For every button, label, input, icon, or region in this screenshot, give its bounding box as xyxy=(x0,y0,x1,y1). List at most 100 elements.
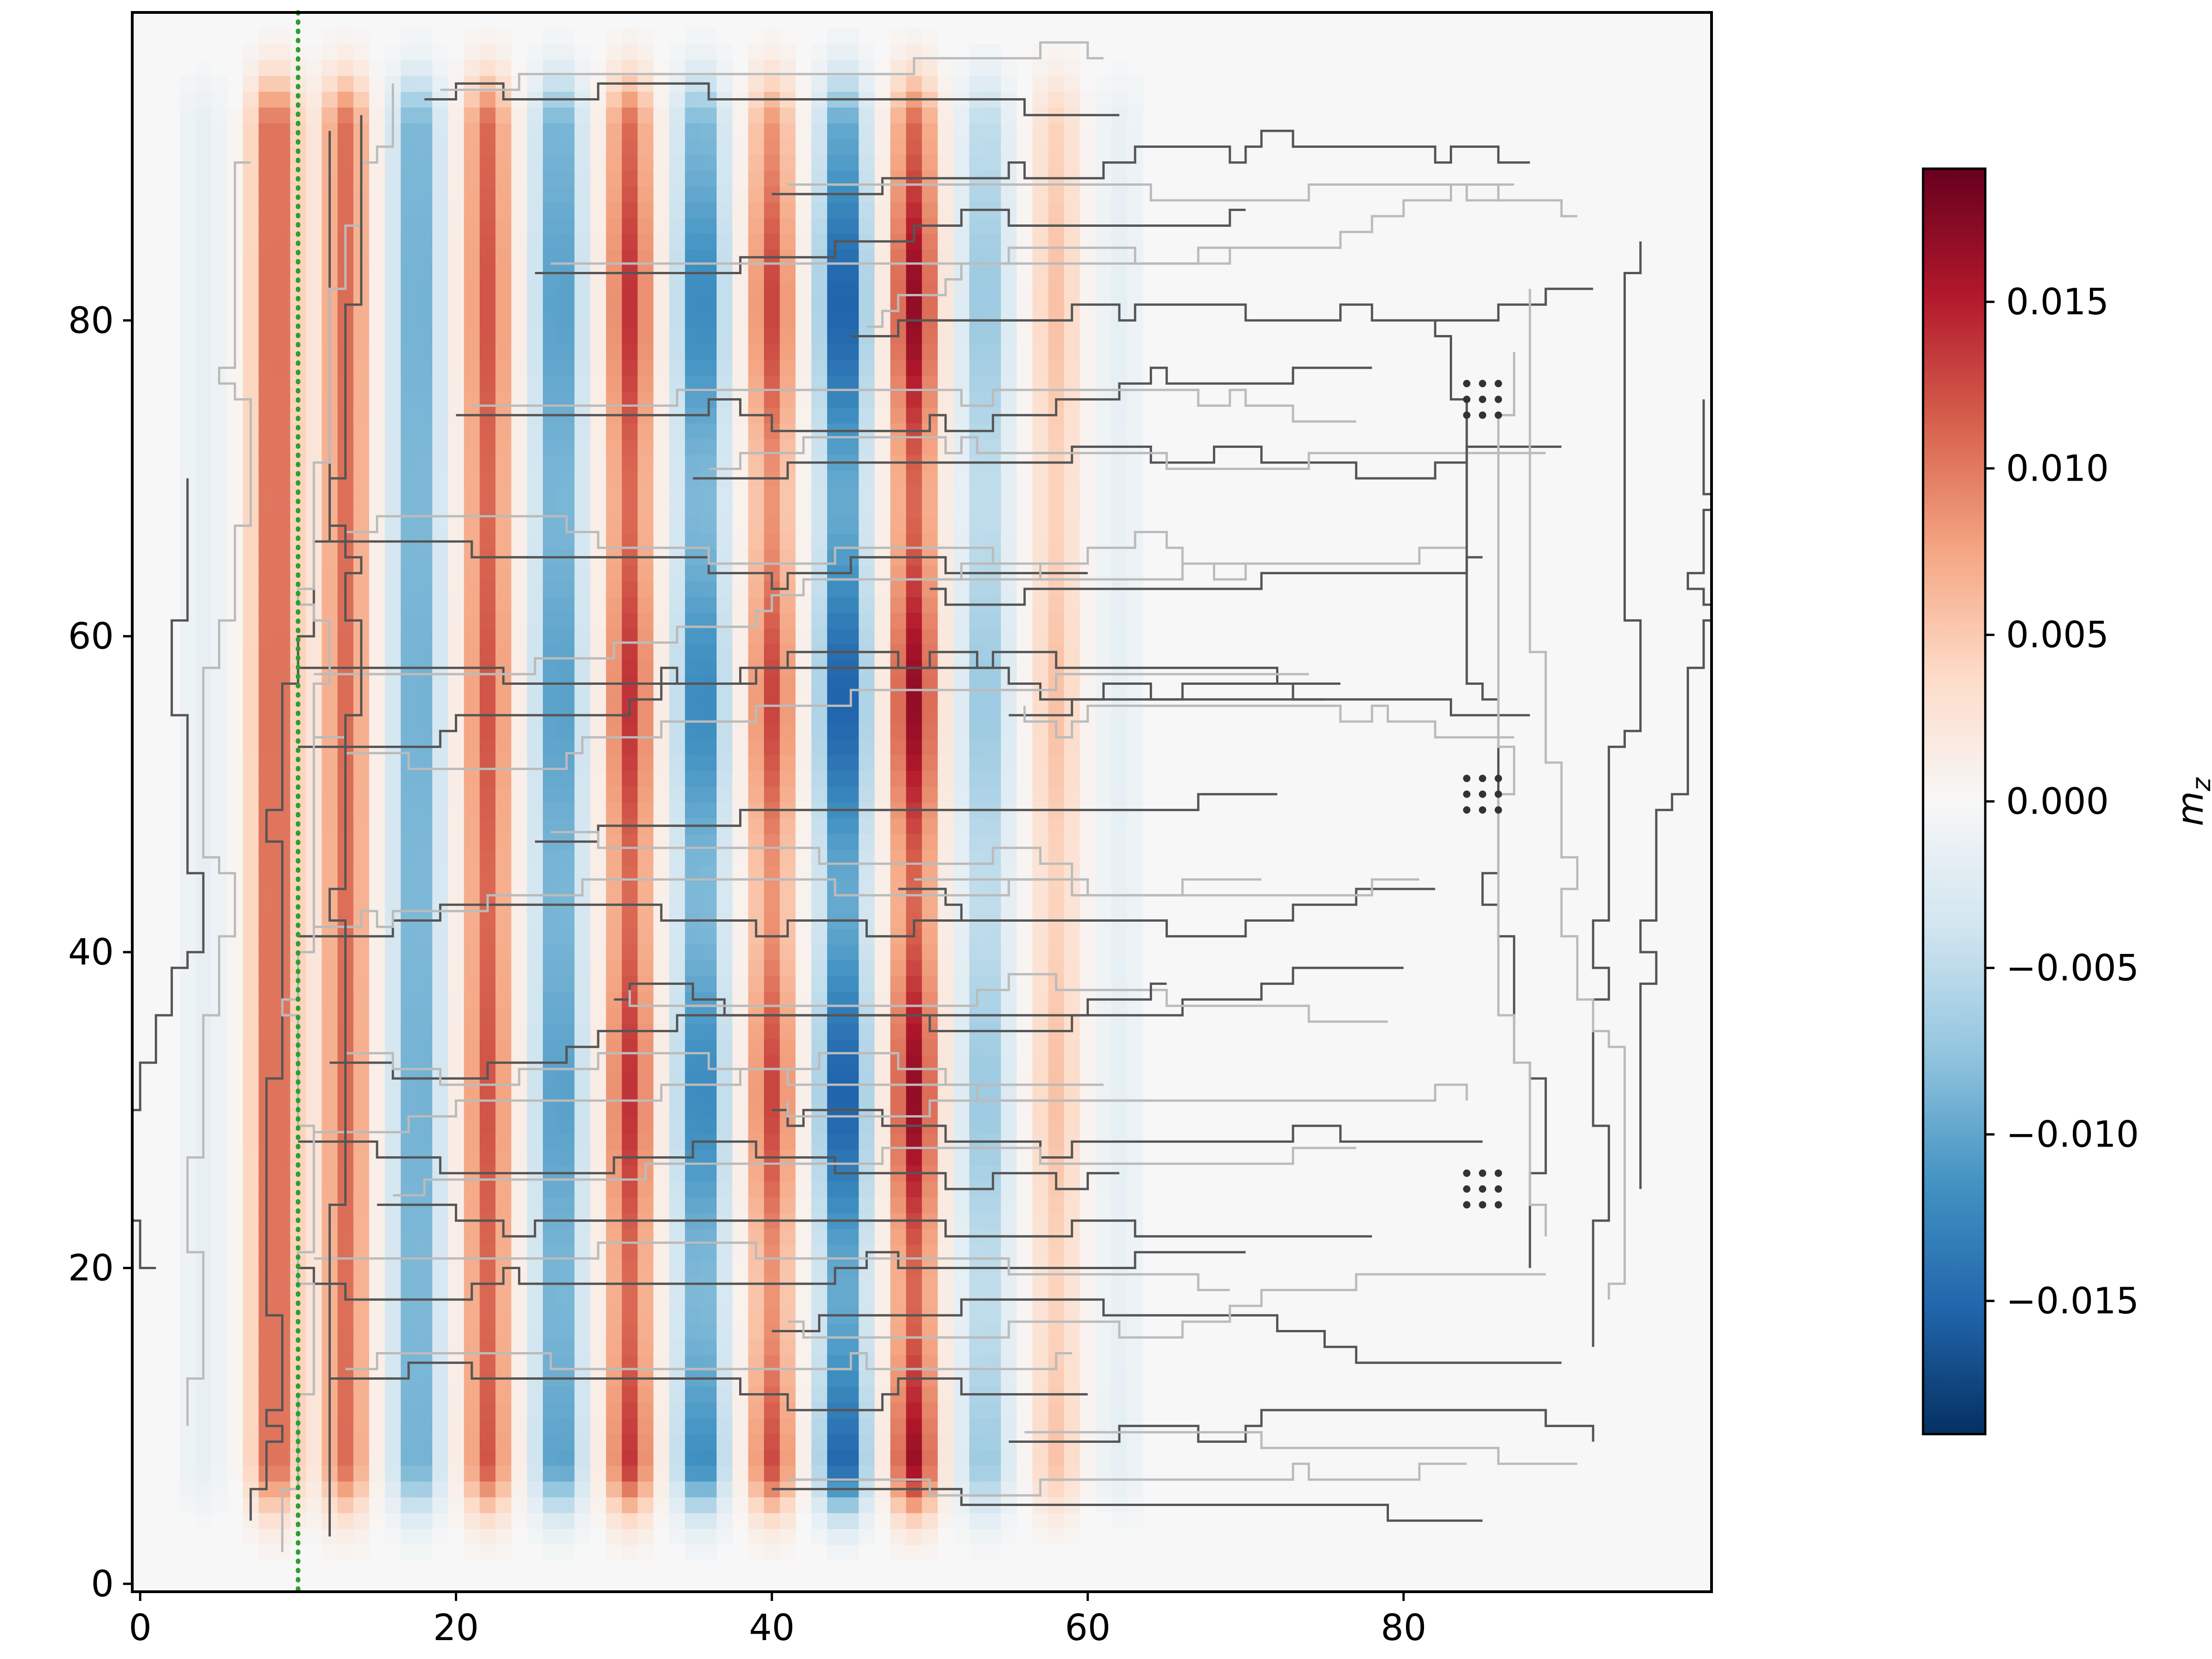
heatmap-cell xyxy=(416,470,433,487)
heatmap-cell xyxy=(369,1418,386,1435)
heatmap-cell xyxy=(669,1118,686,1134)
heatmap-cell xyxy=(227,676,243,692)
heatmap-cell xyxy=(953,139,970,155)
heatmap-cell xyxy=(195,1481,212,1498)
heatmap-cell xyxy=(400,154,417,171)
heatmap-cell xyxy=(717,281,733,297)
heatmap-cell xyxy=(669,1086,686,1103)
heatmap-cell xyxy=(811,328,828,345)
heatmap-cell xyxy=(353,470,370,487)
heatmap-cell xyxy=(922,928,938,945)
heatmap-cell xyxy=(795,518,812,534)
heatmap-cell xyxy=(637,754,654,771)
heatmap-cell xyxy=(574,502,591,518)
heatmap-cell xyxy=(748,359,765,376)
heatmap-cell xyxy=(764,123,780,139)
heatmap-cell xyxy=(416,407,433,424)
heatmap-cell xyxy=(669,644,686,660)
heatmap-cell xyxy=(906,1086,923,1103)
heatmap-cell xyxy=(669,1181,686,1198)
heatmap-cell xyxy=(211,834,228,850)
heatmap-cell xyxy=(811,1418,828,1435)
heatmap-cell xyxy=(780,44,796,60)
heatmap-cell xyxy=(543,1102,559,1118)
heatmap-cell xyxy=(590,1323,606,1340)
heatmap-cell xyxy=(685,644,701,660)
heatmap-cell xyxy=(937,1497,954,1513)
heatmap-cell xyxy=(764,1181,780,1198)
heatmap-cell xyxy=(527,928,543,945)
heatmap-cell xyxy=(669,597,686,613)
heatmap-cell xyxy=(653,218,670,234)
heatmap-cell xyxy=(464,818,480,834)
heatmap-cell xyxy=(385,202,401,218)
heatmap-cell xyxy=(464,597,480,613)
heatmap-cell xyxy=(211,723,228,740)
heatmap-cell xyxy=(780,723,796,740)
heatmap-cell xyxy=(385,849,401,866)
heatmap-cell xyxy=(322,834,338,850)
heatmap-cell xyxy=(985,1465,1001,1482)
heatmap-cell xyxy=(432,581,449,597)
heatmap-cell xyxy=(479,344,496,360)
heatmap-cell xyxy=(527,170,543,187)
heatmap-cell xyxy=(764,1023,780,1040)
heatmap-cell xyxy=(1000,1118,1017,1134)
heatmap-cell xyxy=(890,139,907,155)
heatmap-cell xyxy=(732,1449,749,1466)
heatmap-cell xyxy=(543,802,559,818)
heatmap-cell xyxy=(274,1260,291,1277)
heatmap-cell xyxy=(527,486,543,503)
heatmap-cell xyxy=(448,581,465,597)
heatmap-cell xyxy=(227,723,243,740)
heatmap-cell xyxy=(574,1323,591,1340)
heatmap-cell xyxy=(717,1323,733,1340)
heatmap-cell xyxy=(479,139,496,155)
heatmap-cell xyxy=(874,202,891,218)
heatmap-cell xyxy=(764,518,780,534)
heatmap-cell xyxy=(890,944,907,960)
heatmap-cell xyxy=(685,170,701,187)
heatmap-cell xyxy=(400,1418,417,1435)
heatmap-cell xyxy=(764,486,780,503)
heatmap-cell xyxy=(495,1023,512,1040)
heatmap-cell xyxy=(700,1544,717,1561)
heatmap-cell xyxy=(780,1228,796,1245)
heatmap-cell xyxy=(953,1528,970,1545)
heatmap-cell xyxy=(385,1402,401,1418)
heatmap-cell xyxy=(511,1023,528,1040)
heatmap-cell xyxy=(195,533,212,550)
heatmap-cell xyxy=(353,865,370,882)
heatmap-cell xyxy=(448,1386,465,1403)
heatmap-cell xyxy=(495,1291,512,1308)
heatmap-cell xyxy=(922,1528,938,1545)
heatmap-cell xyxy=(259,644,275,660)
heatmap-cell xyxy=(637,786,654,803)
heatmap-cell xyxy=(385,865,401,882)
heatmap-cell xyxy=(811,1134,828,1150)
heatmap-cell xyxy=(811,359,828,376)
heatmap-cell xyxy=(211,1371,228,1387)
heatmap-cell xyxy=(337,628,354,645)
heatmap-cell xyxy=(432,976,449,992)
heatmap-cell xyxy=(195,960,212,977)
heatmap-cell xyxy=(922,1418,938,1435)
heatmap-cell xyxy=(416,676,433,692)
heatmap-cell xyxy=(495,439,512,455)
heatmap-cell xyxy=(527,818,543,834)
heatmap-cell xyxy=(543,123,559,139)
heatmap-cell xyxy=(811,1291,828,1308)
heatmap-cell xyxy=(259,391,275,408)
heatmap-cell xyxy=(464,28,480,45)
heatmap-cell xyxy=(969,76,986,92)
heatmap-cell xyxy=(179,233,196,250)
heatmap-cell xyxy=(748,976,765,992)
heatmap-cell xyxy=(495,644,512,660)
heatmap-cell xyxy=(559,1181,575,1198)
heatmap-cell xyxy=(969,1512,986,1529)
heatmap-cell xyxy=(685,1434,701,1450)
heatmap-cell xyxy=(906,518,923,534)
heatmap-cell xyxy=(574,296,591,313)
heatmap-cell xyxy=(259,739,275,755)
heatmap-cell xyxy=(274,1276,291,1292)
